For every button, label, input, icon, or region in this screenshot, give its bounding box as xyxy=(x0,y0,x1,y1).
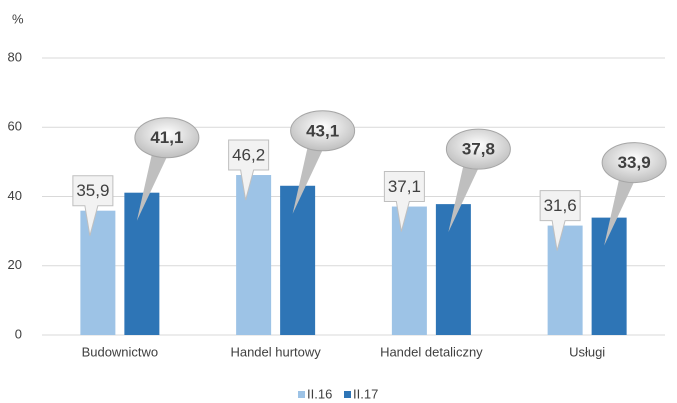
legend-swatch xyxy=(298,391,305,398)
callout-box xyxy=(228,139,270,201)
callout-pointer xyxy=(136,149,169,221)
data-label: 46,2 xyxy=(232,146,265,165)
y-tick-label: 80 xyxy=(8,49,22,64)
x-tick-label: Handel hurtowy xyxy=(230,344,321,359)
callout-box xyxy=(72,175,114,236)
callout-pointer xyxy=(448,161,481,233)
callout-bubble xyxy=(445,128,511,170)
legend-label: II.16 xyxy=(307,386,332,401)
bar xyxy=(435,204,471,335)
callout-box xyxy=(383,171,425,232)
callout-bubble xyxy=(290,110,356,152)
callout-bubble xyxy=(134,117,200,159)
y-axis-label: % xyxy=(12,11,24,26)
bar xyxy=(124,192,160,335)
y-tick-label: 60 xyxy=(8,119,22,134)
y-tick-label: 40 xyxy=(8,188,22,203)
bar xyxy=(547,225,583,335)
callout-pointer xyxy=(604,174,637,246)
legend-label: II.17 xyxy=(353,386,378,401)
x-tick-label: Handel detaliczny xyxy=(380,344,483,359)
data-label: 41,1 xyxy=(150,128,183,147)
callout-bubble xyxy=(601,142,667,184)
callout-pointer xyxy=(292,142,325,214)
x-tick-label: Budownictwo xyxy=(82,344,159,359)
data-label: 33,9 xyxy=(618,153,651,172)
bar xyxy=(591,217,627,335)
legend-swatch xyxy=(344,391,351,398)
x-tick-label: Usługi xyxy=(569,344,605,359)
data-label: 35,9 xyxy=(76,181,109,200)
data-label: 31,6 xyxy=(544,196,577,215)
data-label: 43,1 xyxy=(306,121,339,140)
y-tick-label: 20 xyxy=(8,257,22,272)
bar xyxy=(80,210,116,335)
bar xyxy=(236,175,272,335)
data-label: 37,1 xyxy=(388,177,421,196)
y-tick-label: 0 xyxy=(15,326,22,341)
callout-box xyxy=(539,190,581,251)
data-label: 37,8 xyxy=(462,140,495,159)
bar xyxy=(280,185,316,335)
bar xyxy=(391,206,427,335)
